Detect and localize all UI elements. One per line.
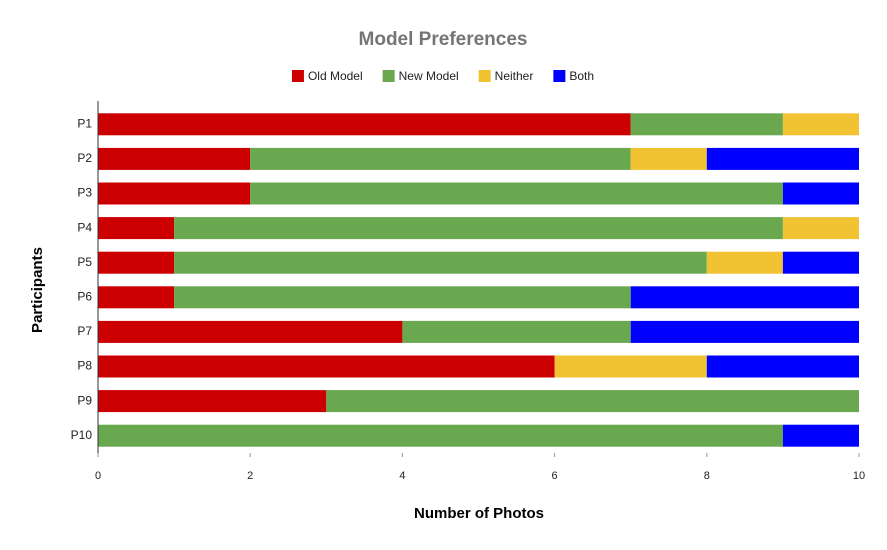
- y-tick-label: P5: [77, 255, 92, 269]
- legend-swatch: [553, 70, 566, 82]
- y-tick-label: P6: [77, 289, 92, 303]
- bar-segment: [98, 217, 175, 240]
- y-tick-label: P8: [77, 359, 92, 373]
- bar-segment: [782, 424, 859, 447]
- y-tick-label: P7: [77, 324, 92, 338]
- legend-swatch: [478, 70, 491, 82]
- legend-label: Neither: [495, 69, 534, 83]
- x-axis-title: Number of Photos: [414, 505, 544, 522]
- bar-segment: [782, 113, 859, 136]
- x-tick-label: 6: [552, 470, 558, 482]
- bar-segment: [174, 251, 707, 274]
- legend-swatch: [382, 70, 395, 82]
- y-tick-label: P2: [77, 151, 92, 165]
- chart-title: Model Preferences: [359, 29, 528, 50]
- bar-segment: [98, 147, 251, 170]
- bar-segment: [98, 320, 403, 343]
- bar-segment: [782, 217, 859, 240]
- y-tick-label: P1: [77, 116, 92, 130]
- legend-label: Both: [569, 69, 594, 83]
- bar-segment: [174, 217, 783, 240]
- bar-segment: [782, 251, 859, 274]
- bar-segment: [706, 251, 783, 274]
- x-tick-label: 8: [704, 470, 710, 482]
- bar-segment: [98, 424, 783, 447]
- legend-label: New Model: [399, 69, 459, 83]
- x-tick-label: 4: [399, 470, 405, 482]
- bar-segment: [630, 320, 859, 343]
- bar-segment: [98, 390, 327, 413]
- x-tick-label: 0: [95, 470, 101, 482]
- bar-segment: [98, 113, 631, 136]
- bar-segment: [98, 355, 555, 378]
- bar-segment: [98, 286, 175, 309]
- bar-segment: [630, 147, 707, 170]
- bar-segment: [98, 251, 175, 274]
- y-tick-label: P9: [77, 393, 92, 407]
- bar-segment: [554, 355, 707, 378]
- bar-segment: [174, 286, 631, 309]
- y-tick-label: P4: [77, 220, 92, 234]
- legend-label: Old Model: [308, 69, 363, 83]
- bar-segment: [250, 182, 783, 205]
- bar-segment: [706, 355, 859, 378]
- x-tick-label: 2: [247, 470, 253, 482]
- bar-segment: [98, 182, 251, 205]
- bar-segment: [326, 390, 859, 413]
- y-tick-label: P3: [77, 186, 92, 200]
- x-tick-label: 10: [853, 470, 865, 482]
- bar-segment: [402, 320, 631, 343]
- bar-segment: [706, 147, 859, 170]
- legend-swatch: [291, 70, 304, 82]
- y-tick-label: P10: [71, 428, 93, 442]
- bar-segment: [630, 113, 783, 136]
- bar-segment: [250, 147, 631, 170]
- legend: Old Model New Model Neither Both: [291, 69, 594, 83]
- bar-segment: [630, 286, 859, 309]
- y-axis-title: Participants: [29, 247, 46, 333]
- bar-segment: [782, 182, 859, 205]
